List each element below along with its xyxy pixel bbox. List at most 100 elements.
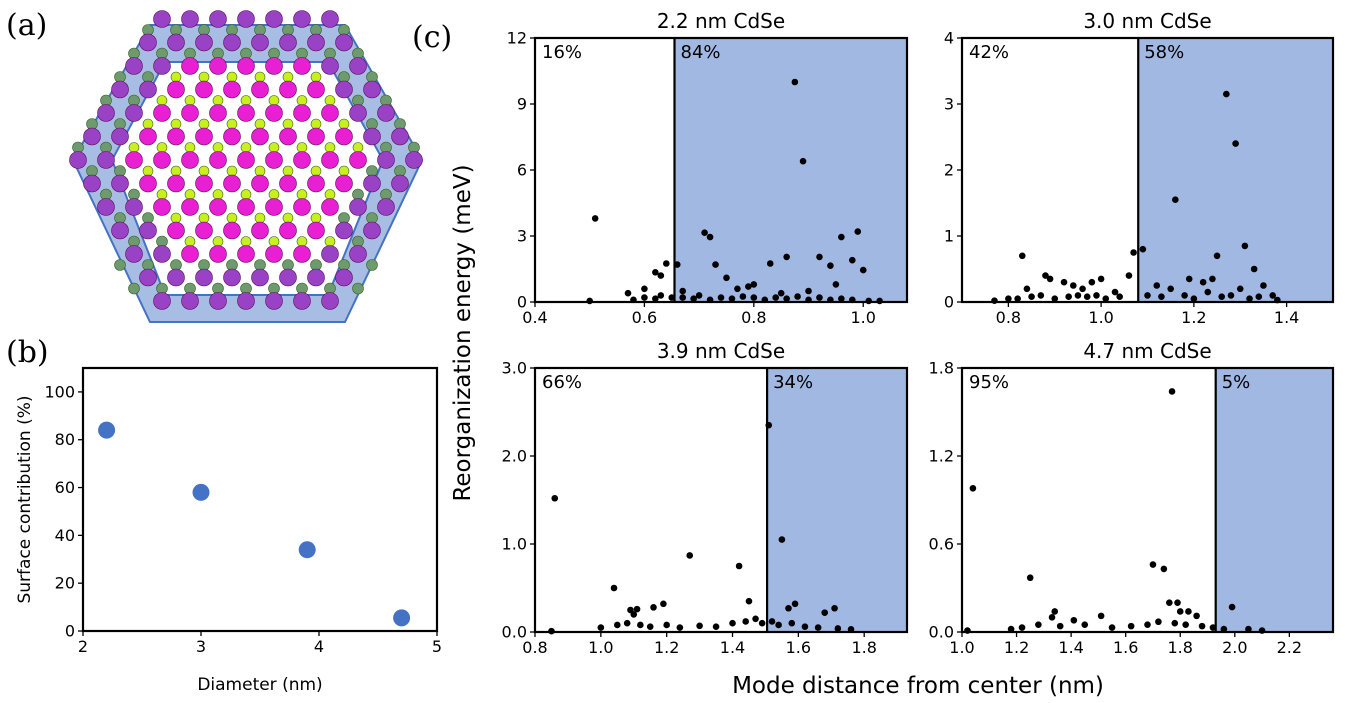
se-atom xyxy=(254,165,266,177)
se-atom xyxy=(296,236,308,247)
data-point xyxy=(821,609,828,616)
core-percentage: 16% xyxy=(542,42,582,63)
se-atom xyxy=(212,142,224,153)
x-tick-label: 2.0 xyxy=(1222,638,1247,657)
se-atom xyxy=(198,165,210,177)
cd-atom xyxy=(195,174,213,193)
cd-atom xyxy=(293,104,311,122)
x-tick-label: 5 xyxy=(432,637,442,656)
data-point xyxy=(1182,621,1189,628)
se-atom xyxy=(324,95,336,106)
cd-atom xyxy=(139,127,157,146)
data-point xyxy=(1198,622,1206,630)
cd-atom xyxy=(265,10,283,28)
data-point xyxy=(816,253,823,261)
data-point xyxy=(1172,196,1179,203)
data-point xyxy=(1223,90,1230,98)
cd-atom xyxy=(153,292,171,310)
cd-atom xyxy=(97,104,115,122)
se-atom xyxy=(254,71,266,83)
se-atom xyxy=(170,212,182,224)
cd-atom xyxy=(377,151,395,169)
cd-atom xyxy=(69,151,87,169)
data-point xyxy=(1227,292,1235,299)
data-point xyxy=(652,295,659,303)
se-atom xyxy=(282,212,294,224)
data-point xyxy=(1204,288,1212,296)
x-tick-label: 1.2 xyxy=(1004,638,1029,657)
data-point xyxy=(1153,282,1161,289)
data-point xyxy=(701,229,708,236)
data-point xyxy=(1116,293,1123,301)
se-atom xyxy=(212,189,224,200)
data-point xyxy=(717,294,725,301)
cd-atom xyxy=(223,174,241,193)
data-point xyxy=(652,269,659,276)
cd-atom xyxy=(209,57,227,75)
se-atom xyxy=(170,165,182,177)
y-tick-label: 0.6 xyxy=(929,535,954,554)
cd-atom xyxy=(139,80,157,99)
data-point xyxy=(298,541,316,559)
cd-atom xyxy=(181,198,199,216)
data-point xyxy=(735,562,743,570)
y-tick-label: 3 xyxy=(517,227,527,246)
data-point xyxy=(1065,293,1072,301)
y-tick-label: 1.8 xyxy=(929,359,954,378)
data-point xyxy=(676,624,684,631)
cd-atom xyxy=(321,151,339,169)
data-point xyxy=(1193,612,1200,620)
se-atom xyxy=(338,118,350,130)
data-point xyxy=(1048,614,1056,621)
cd-atom xyxy=(349,104,367,122)
se-atom xyxy=(184,189,196,200)
se-atom xyxy=(310,118,322,130)
data-point xyxy=(1246,295,1253,303)
cd-atom xyxy=(307,221,325,240)
data-point xyxy=(641,294,648,301)
cd-atom xyxy=(321,245,339,263)
cd-atom xyxy=(279,80,297,99)
cd-atom xyxy=(139,221,157,240)
cd-atom xyxy=(293,245,311,263)
cd-atom xyxy=(125,151,143,169)
cd-atom xyxy=(237,151,255,169)
y-axis-label: Surface contribution (%) xyxy=(15,395,35,603)
cd-atom xyxy=(251,174,269,193)
se-atom xyxy=(156,189,168,200)
x-tick-label: 1.8 xyxy=(851,638,876,657)
data-point xyxy=(1130,249,1137,256)
cd-atom xyxy=(111,221,129,240)
cd-atom xyxy=(307,33,325,52)
data-point xyxy=(831,604,838,612)
data-point xyxy=(637,621,644,629)
cd-atom xyxy=(153,57,171,75)
surface-region xyxy=(767,368,907,632)
x-tick-label: 2.2 xyxy=(1277,638,1302,657)
data-point xyxy=(723,274,730,282)
se-atom xyxy=(366,259,378,271)
data-point xyxy=(1260,282,1267,289)
cd-atom xyxy=(307,268,325,287)
data-point xyxy=(650,604,657,611)
cd-atom xyxy=(97,151,115,169)
cd-atom xyxy=(321,57,339,75)
subplot-title: 3.0 nm CdSe xyxy=(1083,9,1211,33)
se-atom xyxy=(198,71,210,83)
cd-atom xyxy=(153,151,171,169)
data-point xyxy=(686,552,694,559)
data-point xyxy=(1255,293,1263,301)
se-atom xyxy=(240,236,252,247)
data-point xyxy=(832,281,840,288)
se-atom xyxy=(254,118,266,130)
data-point xyxy=(1220,625,1228,633)
data-point xyxy=(1070,282,1077,289)
se-atom xyxy=(184,236,196,247)
surface-percentage: 58% xyxy=(1144,42,1184,63)
cd-atom xyxy=(97,198,115,216)
data-point xyxy=(1232,140,1239,147)
data-point xyxy=(775,621,782,629)
x-tick-label: 0.6 xyxy=(632,308,657,327)
x-tick-label: 0.8 xyxy=(996,308,1021,327)
